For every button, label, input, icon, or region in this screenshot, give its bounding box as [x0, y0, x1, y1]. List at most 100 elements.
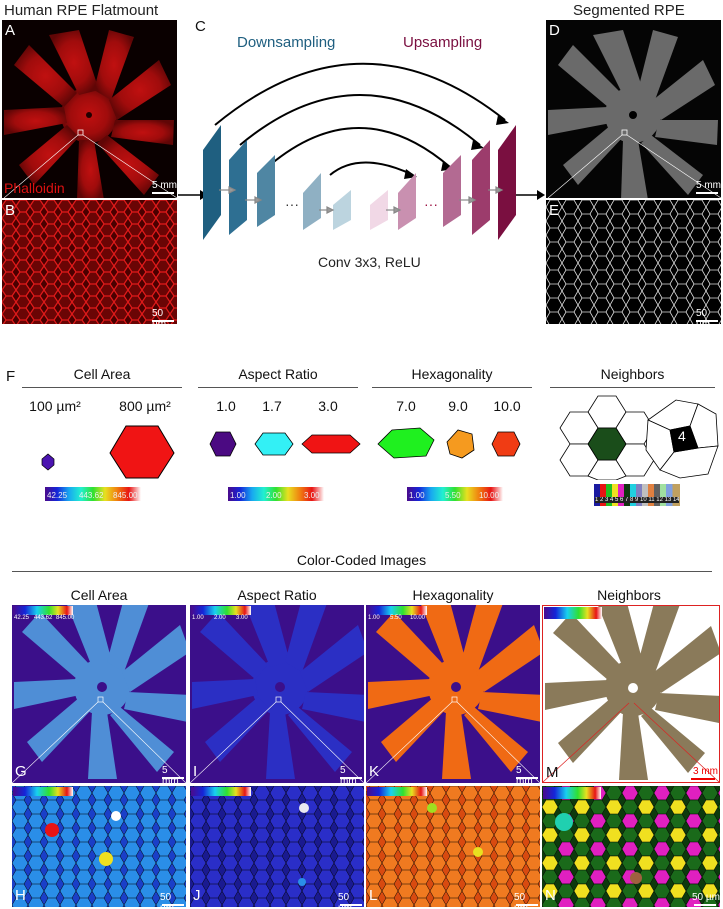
value-ar-3: 3.0 [318, 398, 338, 414]
separator [372, 387, 532, 388]
panel-e: E 50 µm [546, 200, 721, 324]
hex-shapes [377, 427, 521, 459]
scale-text-l: 50 µm [514, 892, 528, 907]
tick: 845.00 [56, 615, 75, 621]
panel-label-l: L [369, 887, 378, 904]
scale-text-m: 3 mm [693, 766, 718, 777]
value-hex-1: 7.0 [396, 398, 416, 414]
scale-bar [340, 777, 362, 779]
scale-bar [152, 192, 174, 194]
neighbors-flatmount [543, 606, 719, 782]
panel-i: 1.00 2.00 3.00 I 5 mm [190, 605, 364, 783]
upsampling-label: Upsampling [403, 34, 483, 51]
scale-bar [516, 904, 538, 906]
panel-label-h: H [15, 887, 26, 904]
panel-label-i: I [193, 763, 198, 780]
unet-diagram [203, 62, 516, 240]
tick: 1.00 [230, 491, 246, 500]
scale-bar [696, 192, 718, 194]
neighbors-cells [542, 786, 720, 907]
scale-bar [152, 320, 174, 322]
scale-text-b: 50 µm [152, 308, 166, 324]
panel-label-c: C [195, 18, 206, 35]
rpe-cells-red [2, 200, 177, 324]
hex-flatmount [366, 605, 540, 783]
scale-text-a: 5 mm [152, 180, 177, 191]
ar-flatmount [190, 605, 364, 783]
scale-text-e: 50 µm [696, 308, 710, 324]
neighbor-count-4: 4 [678, 428, 686, 444]
neighbor-diagrams [559, 395, 719, 480]
panel-label-g: G [15, 763, 27, 780]
panel-a: A Phalloidin 5 mm [2, 20, 177, 198]
scale-text-g: 5 mm [162, 765, 179, 783]
separator [22, 387, 182, 388]
separator [198, 387, 358, 388]
tick: 443.62 [34, 615, 53, 621]
tick: 42.25 [14, 615, 30, 621]
tick: 845.00 [113, 491, 138, 500]
panel-g: 42.25 443.62 845.00 G 5 mm [12, 605, 186, 783]
panel-label-f: F [6, 368, 16, 385]
tick: 10.00 [479, 491, 500, 500]
tick: 1.00 [368, 615, 380, 621]
panel-b: B 50 µm [2, 200, 177, 324]
value-area-large: 800 µm² [119, 398, 171, 414]
section-title: Color-Coded Images [296, 552, 427, 568]
panel-d: D 5 mm [546, 20, 721, 198]
scale-bar [694, 904, 716, 906]
ellipsis-down: ··· [285, 196, 299, 212]
header-g: Cell Area [70, 587, 128, 603]
value-hex-3: 10.0 [493, 398, 521, 414]
tick: 443.62 [79, 491, 104, 500]
scale-bar [691, 778, 715, 780]
segmented-cells [546, 200, 721, 324]
area-flatmount [12, 605, 186, 783]
panel-h: H 50 µm [12, 786, 186, 907]
ellipsis-up: ··· [424, 196, 438, 212]
flatmount-image [3, 30, 177, 198]
tick: 3.00 [304, 491, 320, 500]
area-hexagons [41, 425, 175, 479]
value-area-small: 100 µm² [29, 398, 81, 414]
neighbor-count-6: 6 [583, 427, 591, 443]
stain-label: Phalloidin [4, 180, 65, 196]
scale-text-n: 50 µm [692, 892, 720, 903]
tick: 5.50 [445, 491, 461, 500]
scale-text-i: 5 mm [340, 765, 357, 783]
conv-legend: Conv 3x3, ReLU [318, 254, 421, 270]
arrow-c-to-d [515, 190, 545, 200]
header-m: Neighbors [597, 587, 661, 603]
header-cell-area: Cell Area [73, 366, 131, 382]
title-segmented: Segmented RPE [573, 2, 685, 19]
panel-m: M 3 mm [542, 605, 720, 783]
downsampling-label: Downsampling [237, 34, 336, 51]
scale-text-h: 50 µm [160, 892, 174, 907]
tick: 2.00 [214, 615, 226, 621]
tick: 3.00 [236, 615, 248, 621]
panel-label-j: J [193, 887, 201, 904]
title-flatmount: Human RPE Flatmount [4, 2, 159, 19]
value-hex-2: 9.0 [448, 398, 468, 414]
tick: 10.00 [410, 615, 426, 621]
panel-label-m: M [546, 764, 559, 781]
tick: 5.50 [390, 615, 402, 621]
scale-text-j: 50 µm [338, 892, 352, 907]
colorbar-ar: 1.00 2.00 3.00 [228, 487, 324, 501]
colorbar-area: 42.25 443.62 845.00 [45, 487, 141, 501]
panel-l: L 50 µm [366, 786, 540, 907]
panel-label-k: K [369, 763, 380, 780]
scale-text-k: 5 mm [516, 765, 533, 783]
neighbors-legend: 1 2 3 4 5 6 7 8 9 10 11 12 13 14 [594, 484, 680, 506]
panel-label-a: A [5, 22, 16, 39]
panel-j: J 50 µm [190, 786, 364, 907]
segmented-flatmount [547, 30, 721, 198]
ar-hexagons [209, 431, 361, 457]
legend-numbers: 1 2 3 4 5 6 7 8 9 10 11 12 13 14 [595, 497, 679, 503]
separator [12, 571, 712, 572]
scale-bar [696, 320, 718, 322]
tick: 2.00 [266, 491, 282, 500]
header-hexagonality: Hexagonality [411, 366, 493, 382]
header-k: Hexagonality [412, 587, 494, 603]
header-neighbors: Neighbors [600, 366, 665, 382]
